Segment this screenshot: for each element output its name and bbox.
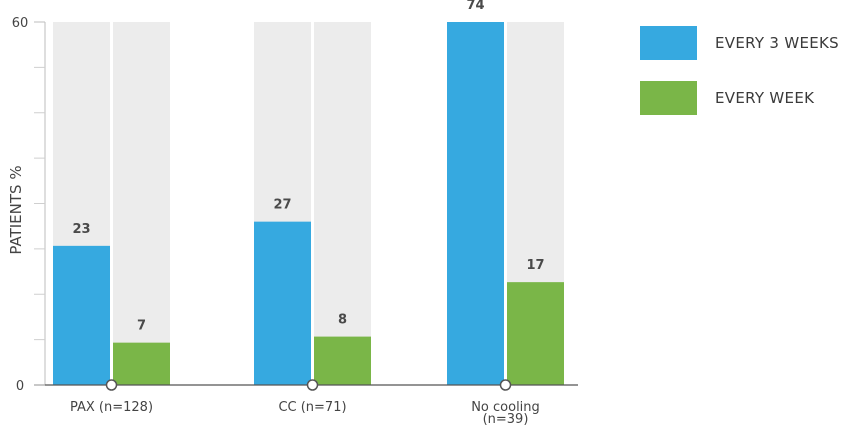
legend-label-every-week: EVERY WEEK [715,89,815,107]
bar-pax-n-128-every-3-weeks [53,245,110,385]
x-tick-label-line: (n=39) [483,412,529,427]
x-tick-marker-cc-n-71 [306,379,319,391]
bar-no-cooling-n-39-every-3-weeks [447,22,504,385]
x-tick-label-pax-n-128: PAX (n=128) [70,400,153,415]
x-tick-label-no-cooling-n-39: No cooling (n=39) [471,400,540,427]
bar-pax-n-128-every-week [113,342,170,385]
x-tick-marker-pax-n-128 [105,379,118,391]
y-tick-label-0: 0 [16,379,24,394]
bar-no-cooling-n-39-every-week [507,282,564,385]
x-tick-labels: PAX (n=128) CC (n=71) No cooling (n=39) [70,379,540,427]
x-tick-label-line: No cooling [471,400,540,415]
value-label-no-cooling-n-39-every-3-weeks: 74 [466,0,484,13]
value-label-cc-n-71-every-week: 8 [338,313,347,328]
bar-background-cc-n-71-every-week [314,22,371,385]
value-label-cc-n-71-every-3-weeks: 27 [273,198,291,213]
value-label-pax-n-128-every-3-weeks: 23 [72,222,90,237]
x-tick-label-line: CC (n=71) [278,400,346,415]
value-label-no-cooling-n-39-every-week: 17 [526,258,544,273]
legend-swatch-every-week [640,81,697,115]
x-tick-marker-no-cooling-n-39 [499,379,512,391]
y-ticks: 0 60 [12,16,45,394]
legend-swatch-every-3-weeks [640,26,697,60]
bar-cc-n-71-every-3-weeks [254,221,311,385]
bar-background-pax-n-128-every-week [113,22,170,385]
legend-item-every-week: EVERY WEEK [640,81,850,115]
value-labels: 23 7 27 8 74 17 [72,0,544,334]
y-tick-label-60: 60 [12,16,29,31]
x-tick-label-line: PAX (n=128) [70,400,153,415]
legend-item-every-3-weeks: EVERY 3 WEEKS [640,26,850,60]
value-label-pax-n-128-every-week: 7 [137,319,146,334]
bars [53,22,564,385]
bar-cc-n-71-every-week [314,336,371,385]
y-axis-label: PATIENTS % [7,165,25,254]
legend-label-every-3-weeks: EVERY 3 WEEKS [715,34,839,52]
x-tick-label-cc-n-71: CC (n=71) [278,400,346,415]
chart: 0 60 23 7 27 8 74 17 PAX (n=128) CC (n=71) No co… [7,0,578,427]
